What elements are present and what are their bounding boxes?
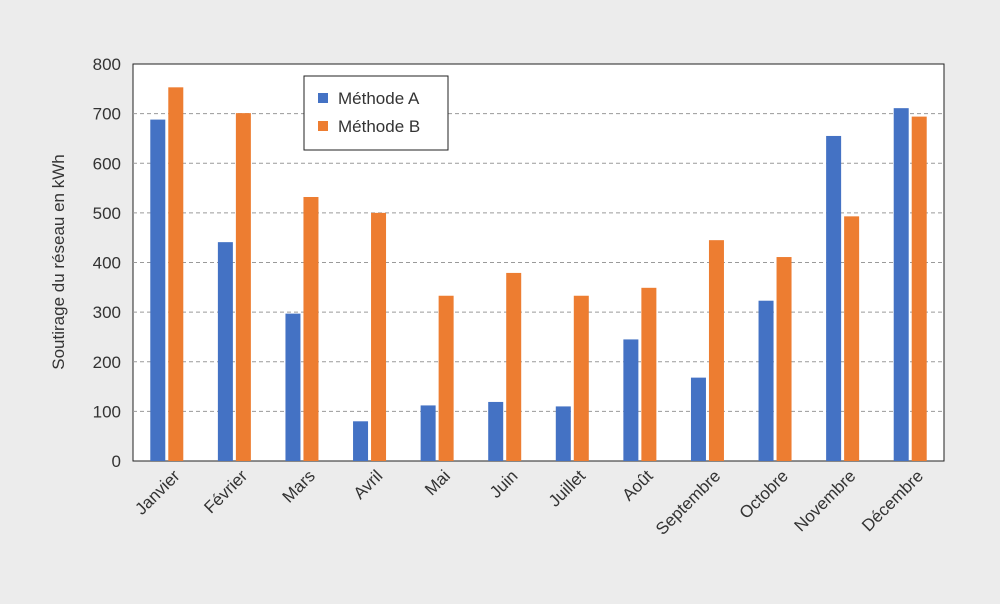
y-axis-label: Soutirage du réseau en kWh (49, 154, 68, 369)
x-tick-label: Mai (421, 466, 454, 499)
bar-methode-a (488, 401, 504, 461)
legend-box (303, 75, 449, 151)
bar-methode-b (708, 240, 724, 461)
bar-methode-b (371, 212, 387, 461)
bar-methode-b (641, 287, 657, 461)
x-tick-label: Décembre (858, 466, 927, 535)
y-tick-label: 100 (93, 402, 121, 421)
bar-methode-a (623, 339, 639, 461)
bar-methode-a (150, 119, 166, 461)
bar-methode-a (420, 405, 436, 461)
y-tick-label: 800 (93, 55, 121, 74)
bar-methode-b (506, 272, 522, 461)
legend-swatch-methode-b (318, 121, 328, 131)
bar-methode-a (893, 108, 909, 461)
bar-methode-a (555, 406, 571, 461)
bar-methode-b (438, 295, 454, 461)
bar-methode-b (911, 116, 927, 461)
x-tick-label: Novembre (791, 466, 860, 535)
bar-methode-a (758, 300, 774, 461)
y-tick-label: 400 (93, 254, 121, 273)
y-tick-label: 200 (93, 353, 121, 372)
x-tick-label: Mars (279, 466, 319, 506)
y-tick-label: 700 (93, 105, 121, 124)
bar-methode-b (573, 295, 589, 461)
bar-methode-b (776, 257, 792, 461)
legend-label-methode-a: Méthode A (338, 89, 420, 108)
bars (150, 87, 927, 462)
x-tick-label: Janvier (131, 466, 183, 518)
bar-methode-a (217, 242, 233, 461)
y-axis-ticks: 0 100 200 300 400 500 600 700 800 (93, 55, 121, 471)
bar-methode-b (844, 216, 860, 461)
bar-methode-b (235, 113, 251, 461)
gridlines (133, 113, 944, 412)
y-tick-label: 600 (93, 154, 121, 173)
legend-swatch-methode-a (318, 93, 328, 103)
legend: Méthode A Méthode B (303, 75, 449, 151)
bar-methode-a (285, 313, 301, 461)
x-tick-label: Juillet (545, 466, 589, 510)
x-tick-label: Août (619, 466, 657, 504)
y-tick-label: 300 (93, 303, 121, 322)
x-tick-label: Avril (350, 466, 387, 503)
legend-label-methode-b: Méthode B (338, 117, 420, 136)
x-tick-label: Septembre (652, 466, 724, 538)
x-tick-label: Juin (486, 466, 521, 501)
x-axis-ticks: Janvier Février Mars Avril Mai Juin Juillet Aoû… (131, 466, 927, 538)
bar-methode-a (690, 377, 706, 461)
y-tick-label: 0 (112, 452, 121, 471)
bar-methode-b (168, 87, 184, 461)
bar-methode-a (353, 421, 369, 461)
x-tick-label: Février (200, 466, 251, 517)
bar-methode-a (826, 135, 842, 462)
y-tick-label: 500 (93, 204, 121, 223)
x-tick-label: Octobre (736, 466, 792, 522)
bar-methode-b (303, 196, 319, 461)
